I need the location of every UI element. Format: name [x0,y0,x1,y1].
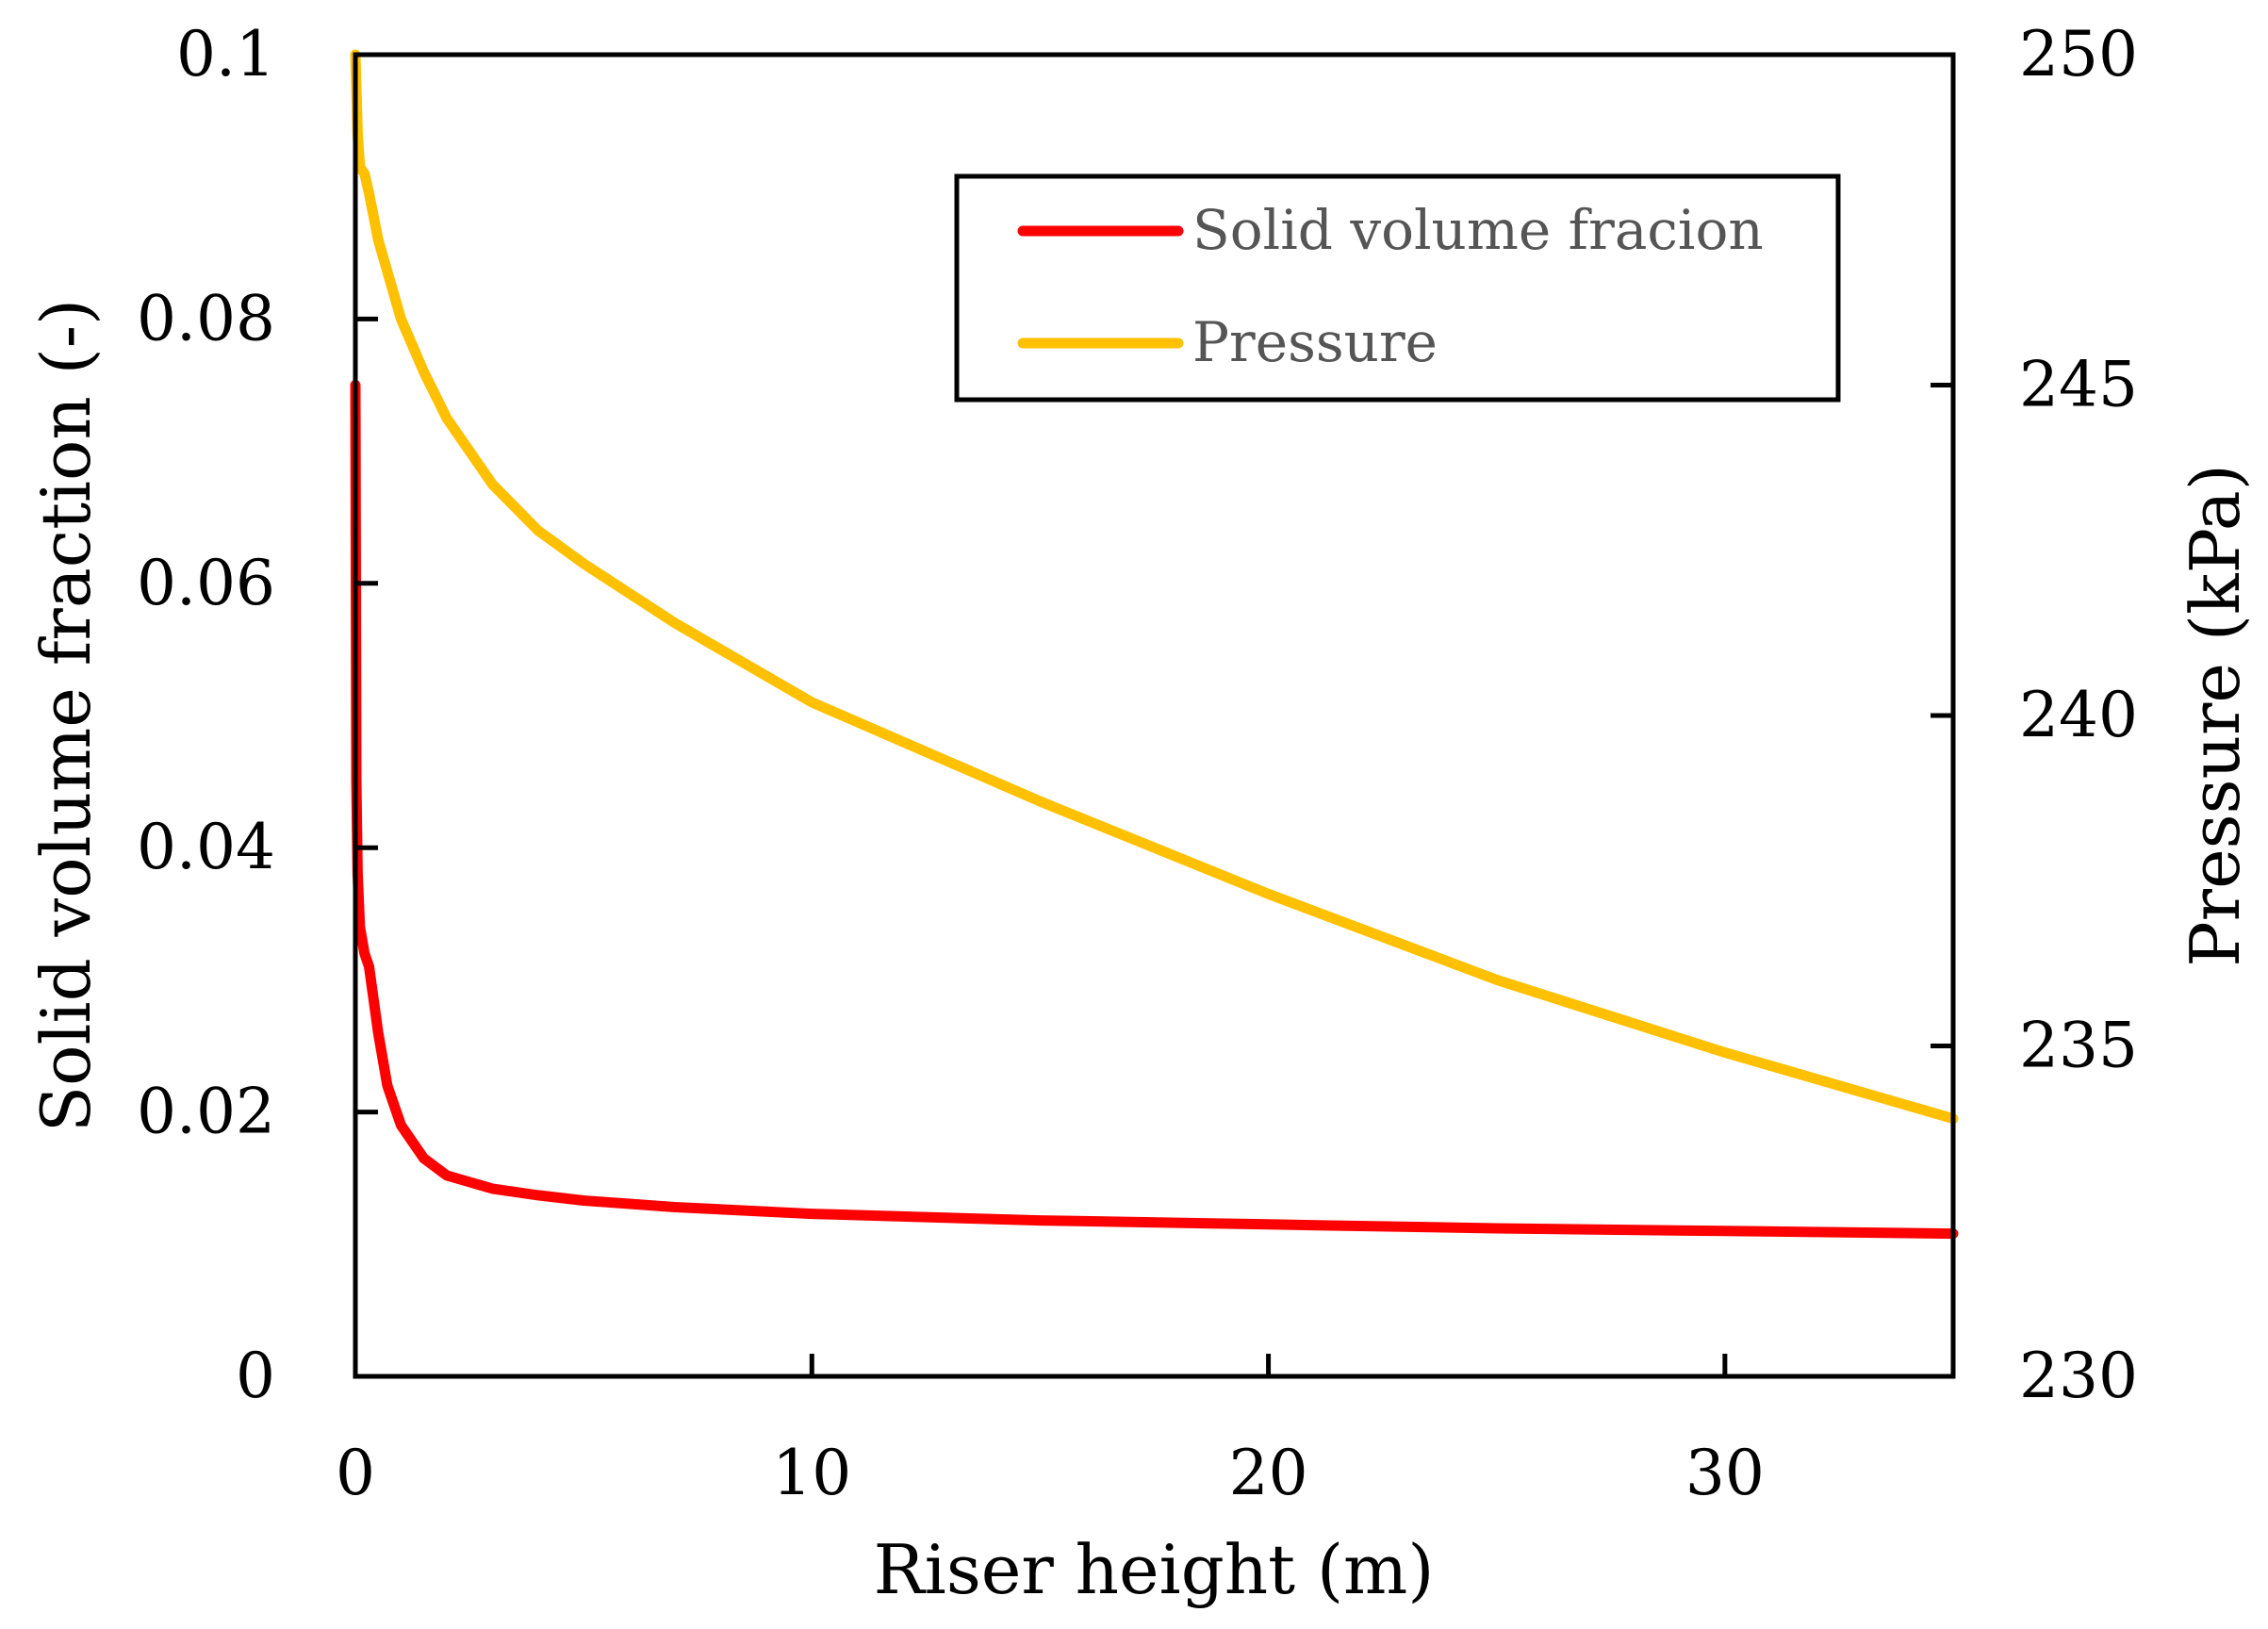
x-tick-label: 20 [1229,1437,1308,1509]
x-tick-label: 0 [336,1437,375,1509]
ticks-layer: 0 10 20 30 0 0.02 0.04 0.06 0.08 0.1 230 235 240 245 2… [137,18,2138,1509]
y-axis-title: Solid volume fraction (-) [26,299,106,1132]
y2-tick-label: 240 [2019,679,2138,751]
y-tick-label: 0.04 [137,811,275,883]
series-line-solid-volume-fraction [350,380,1959,1240]
legend-label-pressure: Pressure [1192,310,1438,374]
y-tick-label: 0 [236,1340,275,1412]
y-tick-label: 0.1 [176,18,275,90]
x-axis-title: Riser height (m) [874,1530,1435,1609]
y-tick-label: 0.06 [137,547,275,619]
y2-axis-title: Pressure (kPa) [2176,464,2255,967]
legend: Solid volume fracion Pressure [954,173,1841,403]
y2-tick-label: 250 [2019,18,2138,90]
y2-tick-label: 245 [2019,349,2138,421]
x-tick-label: 10 [772,1437,851,1509]
x-tick-label: 30 [1685,1437,1765,1509]
y-tick-label: 0.02 [137,1076,275,1148]
series-layer [350,49,1959,1240]
legend-box [954,173,1841,403]
y2-tick-label: 230 [2019,1340,2138,1412]
y2-tick-label: 235 [2019,1010,2138,1082]
y-tick-label: 0.08 [137,282,275,354]
series-line-pressure [350,49,1959,1125]
legend-label-solid-volume-fraction: Solid volume fracion [1192,198,1764,262]
